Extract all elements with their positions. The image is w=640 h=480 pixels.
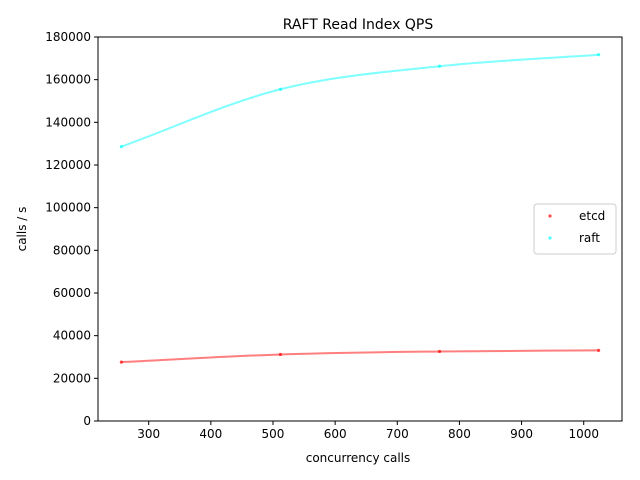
data-point-raft: [119, 145, 123, 149]
legend-box: [533, 203, 617, 255]
y-tick-label: 120000: [45, 158, 91, 172]
y-tick-label: 100000: [45, 201, 91, 215]
series-line-raft: [121, 53, 599, 148]
legend-marker-etcd: [548, 214, 552, 218]
chart-title: RAFT Read Index QPS: [283, 17, 434, 33]
y-tick-label: 140000: [45, 115, 91, 129]
data-point-raft: [278, 87, 283, 91]
data-point-etcd: [119, 360, 123, 364]
x-axis: 300 400 500 600 700 800 900 1000: [137, 421, 599, 441]
legend-label-etcd: etcd: [579, 209, 605, 223]
x-tick-label: 600: [324, 427, 347, 441]
y-tick-label: 20000: [53, 371, 91, 385]
x-axis-label: concurrency calls: [306, 451, 411, 465]
legend-marker-raft: [548, 236, 552, 240]
legend: etcd raft: [533, 203, 617, 255]
y-tick-label: 180000: [45, 30, 91, 44]
y-axis-label: calls / s: [15, 207, 29, 252]
y-tick-label: 80000: [53, 243, 91, 257]
data-point-etcd: [437, 349, 442, 354]
y-tick-label: 60000: [53, 286, 91, 300]
x-tick-label: 1000: [568, 427, 599, 441]
x-tick-label: 800: [448, 427, 471, 441]
x-tick-label: 400: [199, 427, 222, 441]
x-tick-label: 900: [510, 427, 533, 441]
plot-frame: [97, 36, 623, 422]
x-tick-label: 700: [386, 427, 409, 441]
data-point-etcd: [597, 348, 601, 352]
legend-label-raft: raft: [579, 231, 600, 245]
data-point-raft: [437, 64, 442, 68]
x-tick-label: 300: [137, 427, 160, 441]
y-tick-label: 0: [83, 414, 91, 428]
y-tick-label: 40000: [53, 329, 91, 343]
y-tick-label: 160000: [45, 73, 91, 87]
x-tick-label: 500: [262, 427, 285, 441]
data-point-raft: [597, 53, 601, 57]
data-point-etcd: [278, 352, 283, 357]
series-line-etcd: [121, 349, 599, 364]
y-axis: 0 20000 40000 60000 80000 100000 120000 140000 1…: [45, 30, 98, 428]
series-layer: [119, 53, 601, 364]
